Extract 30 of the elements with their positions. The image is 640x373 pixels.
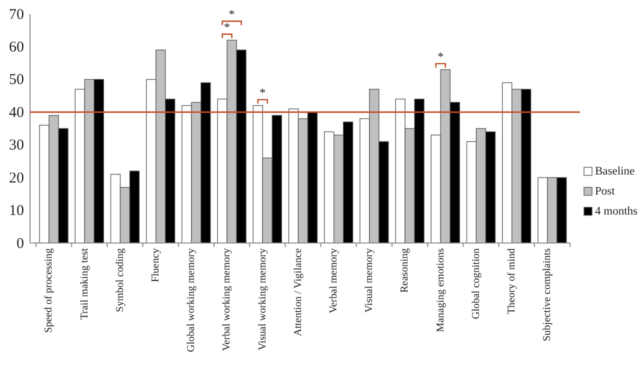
x-tick-label: Managing emotions [435, 248, 446, 332]
annotation: * [224, 20, 230, 34]
x-tick-label: Visual working memory [257, 248, 268, 350]
x-tick-label: Global cognition [470, 248, 482, 320]
legend-label: Post [595, 185, 616, 198]
y-tick-label: 50 [9, 72, 24, 88]
y-tick-label: 10 [9, 203, 24, 220]
y-tick-label: 70 [9, 6, 24, 23]
y-tick-label: 0 [16, 236, 24, 252]
y-tick-label: 40 [9, 104, 24, 121]
x-tick-label: Verbal working memory [222, 248, 233, 351]
x-tick-label: Verbal memory [328, 248, 340, 314]
x-tick-label: Global working memory [186, 248, 198, 352]
x-tick-label: Trail making test [79, 248, 90, 320]
x-tick-label: Attention / Vigilance [292, 248, 304, 336]
annotation: * [260, 86, 266, 100]
x-tick-label: Speed of processing [44, 248, 55, 333]
legend-label: Baseline [595, 165, 635, 178]
x-tick-label: Subjective complaints [542, 248, 554, 342]
x-tick-label: Theory of mind [506, 248, 518, 314]
annotation: * [228, 7, 235, 22]
y-tick-label: 60 [9, 40, 24, 56]
y-tick-label: 30 [9, 138, 24, 154]
legend-label: 4 months [595, 205, 638, 218]
x-tick-label: Reasoning [400, 248, 411, 293]
annotation: * [438, 50, 444, 64]
x-tick-label: Fluency [150, 248, 162, 282]
x-tick-label: Visual memory [364, 248, 376, 313]
y-tick-label: 20 [9, 170, 24, 186]
x-tick-label: Symbol coding [114, 248, 126, 312]
